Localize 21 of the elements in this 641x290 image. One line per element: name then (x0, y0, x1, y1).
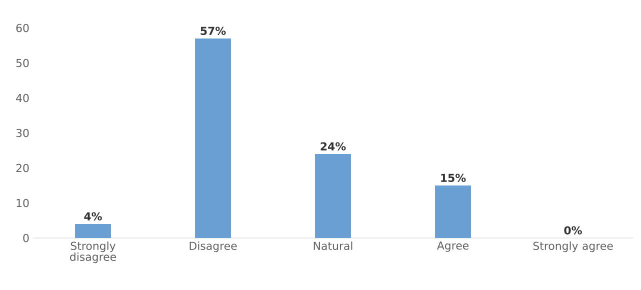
y-tick-label: 0 (23, 234, 29, 242)
bar (195, 38, 232, 238)
x-tick-label: Natural (314, 242, 352, 250)
bar (315, 154, 352, 238)
y-tick-label: 10 (16, 198, 29, 208)
data-label: 57% (200, 26, 226, 35)
x-tick-label: Strongly disagree (70, 242, 116, 264)
data-label: 0% (564, 226, 582, 234)
data-label: 24% (320, 142, 346, 150)
x-tick-label: Agree (436, 242, 469, 252)
bar (75, 224, 111, 238)
x-tick-label: Disagree (190, 242, 237, 252)
bar (435, 186, 472, 238)
data-label: 4% (84, 212, 102, 220)
x-tick-label: Strongly agree (533, 242, 613, 252)
y-tick-label: 60 (16, 24, 29, 32)
y-tick-label: 40 (16, 94, 29, 102)
y-tick-label: 20 (16, 164, 29, 172)
data-label: 15% (441, 174, 466, 182)
y-tick-label: 30 (16, 128, 29, 138)
y-tick-label: 50 (16, 58, 29, 68)
